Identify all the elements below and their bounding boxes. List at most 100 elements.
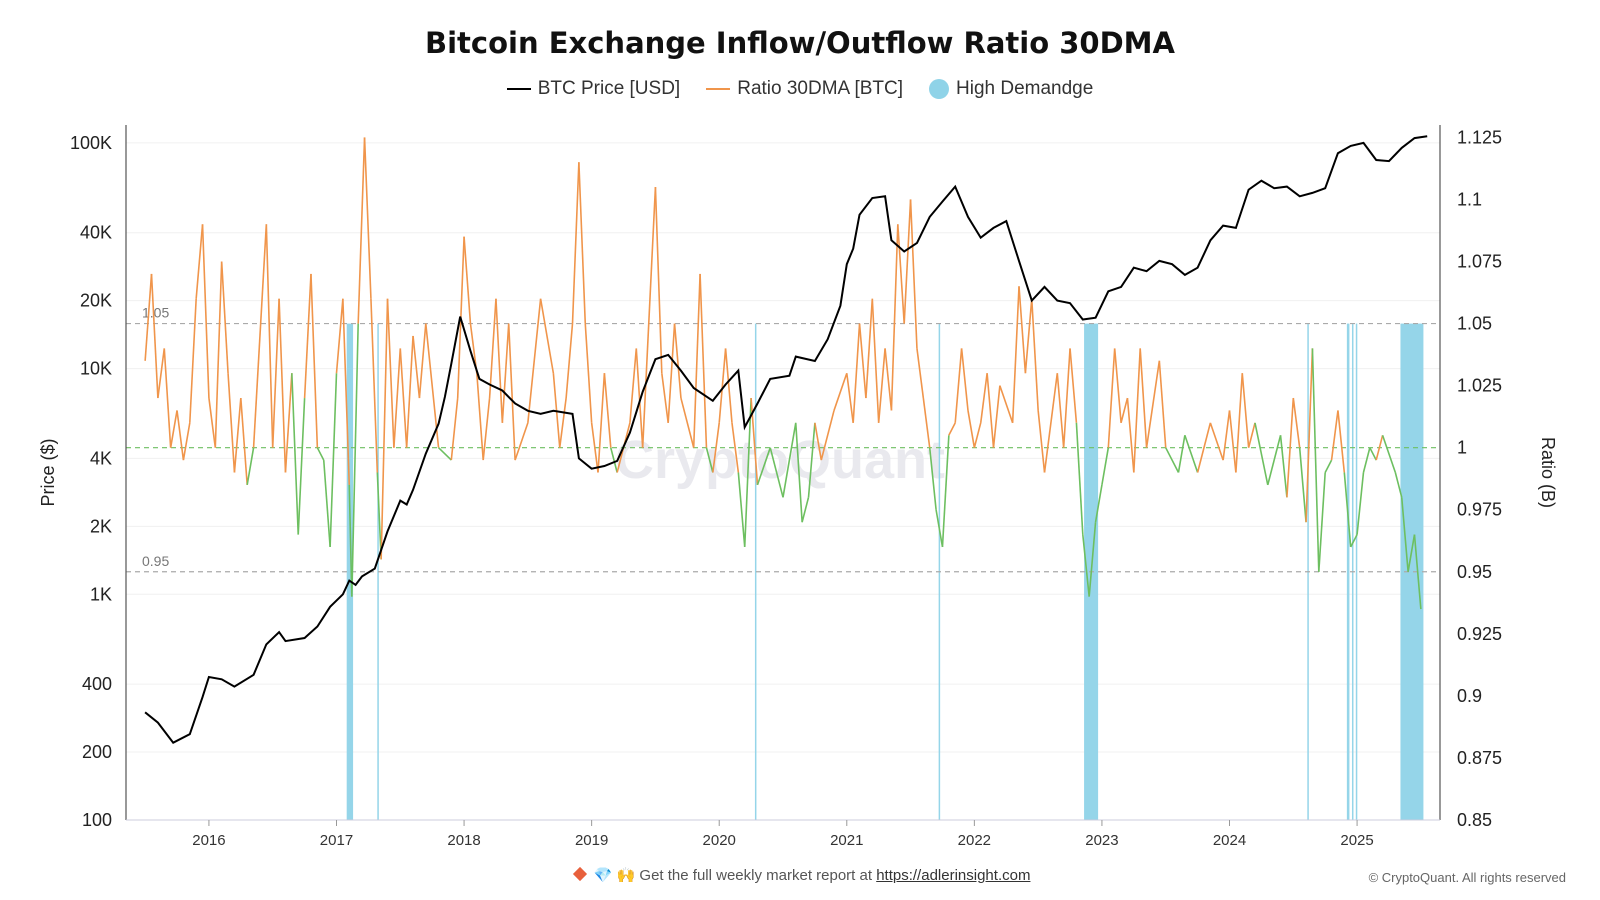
ratio-segment: [692, 273, 701, 448]
footer: 💎 🙌 Get the full weekly market report at…: [0, 866, 1600, 884]
ratio-segment: [845, 373, 854, 423]
ratio-segment: [1356, 472, 1365, 535]
legend-item-price[interactable]: BTC Price [USD]: [506, 78, 680, 100]
ratio-segment: [610, 447, 618, 473]
footer-text: Get the full weekly market report at: [639, 867, 873, 884]
footer-emoji: 💎 🙌: [593, 867, 636, 884]
ratio-segment: [1267, 435, 1282, 486]
ratio-segment: [201, 224, 210, 399]
ratio-segment: [418, 323, 427, 399]
ratio-segment: [1343, 472, 1352, 548]
ratio-segment: [814, 422, 823, 461]
legend-item-high-demand[interactable]: High Demandge: [929, 78, 1093, 100]
ratio-segment: [782, 422, 797, 498]
ratio-segment: [941, 435, 950, 548]
ratio-segment: [348, 484, 353, 597]
ratio-segment: [1094, 484, 1103, 523]
ratio-segment: [852, 323, 861, 423]
ratio-segment: [877, 348, 886, 423]
ratio-segment: [1018, 286, 1027, 374]
ratio-segment: [992, 385, 1001, 448]
ratio-segment: [1228, 410, 1237, 473]
ratio-segment: [399, 348, 408, 448]
high-demand-band: [1355, 323, 1358, 820]
y-left-tick-label: 20K: [80, 291, 112, 311]
y-right-tick-label: 1: [1457, 438, 1467, 458]
legend-item-ratio[interactable]: Ratio 30DMA [BTC]: [706, 78, 903, 100]
ratio-segment: [967, 410, 976, 448]
ratio-segment: [1037, 410, 1046, 473]
ratio-segment: [680, 397, 695, 448]
ratio-segment: [833, 372, 848, 411]
ratio-segment: [351, 323, 359, 597]
x-tick-label: 2023: [1085, 832, 1118, 849]
ratio-segment: [1196, 422, 1212, 473]
ratio-segment: [1369, 447, 1377, 461]
ratio-segment: [673, 323, 682, 399]
legend-swatch-price: [506, 88, 531, 90]
ratio-segment: [1088, 522, 1097, 597]
ratio-segment: [514, 422, 529, 461]
ratio-segment: [208, 397, 217, 448]
ratio-segment: [960, 348, 969, 411]
ratio-segment: [769, 447, 784, 498]
ratio-segment: [858, 323, 867, 399]
ratio-segment: [897, 224, 905, 324]
ratio-segment: [1292, 397, 1301, 448]
footer-link[interactable]: https://adlerinsight.com: [876, 867, 1031, 884]
ratio-segment: [916, 348, 925, 399]
x-tick-label: 2020: [703, 832, 736, 849]
watermark: CryptoQuant: [615, 430, 945, 490]
x-tick-label: 2016: [192, 832, 225, 849]
x-tick-label: 2017: [320, 832, 353, 849]
ratio-segment: [303, 273, 312, 399]
ratio-segment: [597, 373, 606, 473]
ratio-segment: [1381, 435, 1397, 473]
ratio-segment: [578, 162, 587, 324]
ratio-segment: [661, 373, 669, 423]
ratio-segment: [801, 497, 810, 523]
ratio-segment: [718, 348, 727, 423]
y-right-tick-label: 1.05: [1457, 314, 1492, 334]
y-left-tick-label: 10K: [80, 359, 112, 379]
y-right-tick-label: 0.875: [1457, 748, 1502, 768]
y-right-tick-label: 0.85: [1457, 810, 1492, 830]
y-right-tick-label: 0.925: [1457, 624, 1502, 644]
ratio-segment: [297, 397, 306, 535]
ratio-segment: [450, 397, 459, 461]
x-tick-label: 2019: [575, 832, 608, 849]
y-right-tick-label: 0.95: [1457, 562, 1492, 582]
ratio-segment: [476, 373, 485, 461]
high-demand-band: [1346, 323, 1350, 820]
ratio-segment: [884, 348, 893, 411]
ratio-segment: [724, 348, 733, 423]
ratio-segment: [948, 422, 956, 436]
ratio-segment: [1349, 534, 1358, 548]
ratio-segment: [979, 373, 988, 423]
ratio-segment: [635, 348, 644, 448]
ratio-segment: [412, 335, 421, 399]
ratio-segment: [291, 373, 300, 535]
ratio-segment: [233, 397, 242, 473]
orange-diamond-icon: [572, 866, 587, 882]
ratio-segment: [909, 199, 918, 349]
ratio-segment: [1298, 447, 1307, 523]
ratio-segment: [756, 447, 771, 486]
y-right-tick-label: 0.9: [1457, 686, 1482, 706]
ratio-segment: [386, 298, 395, 448]
ratio-segment: [335, 298, 344, 374]
ratio-segment: [463, 236, 472, 324]
ratio-segment: [176, 410, 185, 461]
ratio-segment: [278, 298, 287, 473]
ratio-segment: [1107, 348, 1116, 448]
ratio-segment: [699, 273, 708, 448]
y-right-tick-label: 0.975: [1457, 500, 1502, 520]
ratio-segment: [150, 273, 159, 399]
ratio-segment: [1305, 348, 1314, 523]
ratio-segment: [603, 373, 612, 448]
ratio-segment: [195, 224, 204, 299]
ratio-segment: [1139, 348, 1148, 448]
ratio-segment: [705, 447, 714, 473]
ratio-segment: [501, 323, 510, 423]
